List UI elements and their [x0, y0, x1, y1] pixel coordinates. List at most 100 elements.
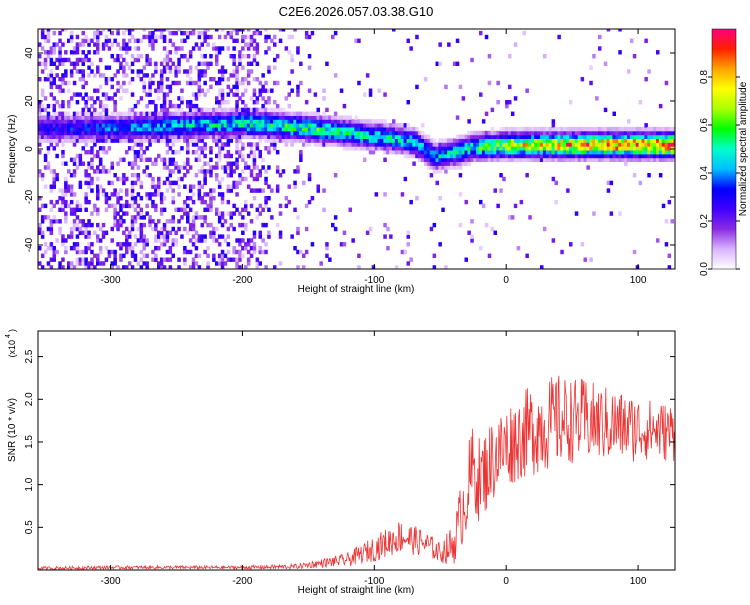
heatmap-cell: [177, 257, 181, 262]
heatmap-cell: [104, 257, 109, 262]
heatmap-cell: [540, 142, 544, 147]
heatmap-cell: [545, 146, 550, 151]
heatmap-cell: [142, 234, 146, 239]
heatmap-cell: [151, 80, 155, 86]
heatmap-cell: [592, 146, 596, 151]
heatmap-cell: [72, 222, 77, 228]
heatmap-cell: [249, 142, 254, 147]
heatmap-cell: [241, 215, 245, 220]
heatmap-cell: [223, 169, 228, 174]
heatmap-cell: [168, 88, 173, 93]
heatmap-cell: [206, 119, 210, 124]
heatmap-cell: [191, 107, 196, 113]
heatmap-cell: [113, 134, 117, 139]
heatmap-cell: [165, 134, 170, 139]
heatmap-cell: [98, 119, 103, 124]
heatmap-cell: [171, 253, 175, 258]
heatmap-cell: [516, 134, 521, 139]
heatmap-cell: [148, 173, 152, 178]
heatmap-cell: [371, 134, 376, 139]
heatmap-cell: [229, 188, 233, 193]
heatmap-cell: [363, 157, 367, 162]
heatmap-cell: [125, 126, 129, 132]
heatmap-cell: [580, 150, 585, 155]
heatmap-cell: [635, 138, 640, 143]
heatmap-cell: [499, 142, 503, 147]
heatmap-cell: [641, 146, 645, 151]
heatmap-cell: [612, 142, 616, 147]
heatmap-cell: [226, 153, 231, 159]
heatmap-cell: [551, 130, 556, 136]
heatmap-cell: [223, 261, 228, 266]
heatmap-cell: [98, 238, 103, 243]
heatmap-cell: [397, 138, 402, 143]
heatmap-cell: [188, 65, 193, 70]
heatmap-cell: [75, 57, 80, 63]
heatmap-cell: [203, 30, 207, 36]
heatmap-cell: [400, 192, 405, 197]
heatmap-cell: [464, 138, 468, 143]
heatmap-cell: [43, 242, 48, 247]
heatmap-cell: [235, 161, 239, 166]
heatmap-cell: [171, 130, 175, 136]
heatmap-cell: [96, 169, 100, 174]
heatmap-cell: [235, 84, 239, 90]
heatmap-cell: [574, 134, 579, 139]
heatmap-cell: [148, 38, 152, 43]
heatmap-cell: [476, 134, 480, 139]
heatmap-cell: [188, 238, 193, 243]
heatmap-cell: [64, 115, 68, 120]
heatmap-cell: [81, 50, 85, 55]
heatmap-cell: [61, 134, 65, 139]
heatmap-cell: [93, 142, 97, 147]
heatmap-cell: [333, 126, 338, 132]
heatmap-cell: [409, 257, 413, 262]
heatmap-cell: [249, 119, 254, 124]
heatmap-cell: [618, 134, 622, 139]
heatmap-cell: [450, 138, 454, 143]
heatmap-cell: [171, 196, 175, 201]
heatmap-cell: [104, 126, 109, 132]
heatmap-cell: [299, 119, 303, 124]
heatmap-cell: [203, 34, 207, 40]
heatmap-cell: [78, 157, 83, 162]
heatmap-cell: [316, 119, 320, 124]
heatmap-cell: [296, 249, 300, 255]
heatmap-cell: [215, 100, 219, 105]
heatmap-cell: [389, 126, 393, 132]
heatmap-cell: [142, 119, 146, 124]
heatmap-cell: [168, 173, 173, 178]
heatmap-cell: [151, 203, 155, 209]
heatmap-cell: [542, 150, 547, 155]
heatmap-cell: [122, 73, 126, 78]
heatmap-cell: [336, 126, 341, 132]
heatmap-cell: [139, 215, 144, 220]
heatmap-cell: [302, 265, 306, 269]
heatmap-cell: [125, 73, 129, 78]
heatmap-cell: [238, 134, 242, 139]
heatmap-cell: [368, 150, 373, 155]
heatmap-cell: [325, 246, 329, 251]
heatmap-cell: [127, 115, 132, 120]
heatmap-cell: [629, 134, 634, 139]
heatmap-cell: [61, 153, 65, 159]
heatmap-cell: [528, 134, 532, 139]
heatmap-cell: [423, 161, 428, 166]
heatmap-cell: [61, 111, 65, 116]
heatmap-cell: [197, 73, 202, 78]
heatmap-cell: [122, 130, 126, 136]
heatmap-cell: [104, 34, 109, 40]
heatmap-cell: [154, 226, 158, 232]
heatmap-cell: [406, 134, 410, 139]
heatmap-cell: [363, 130, 367, 136]
heatmap-cell: [78, 153, 83, 159]
heatmap-cell: [670, 219, 674, 224]
heatmap-cell: [127, 30, 132, 36]
heatmap-cell: [104, 138, 109, 143]
heatmap-cell: [499, 130, 503, 136]
heatmap-cell: [226, 134, 231, 139]
heatmap-cell: [96, 184, 100, 189]
heatmap-cell: [255, 142, 260, 147]
heatmap-cell: [647, 146, 651, 151]
heatmap-cell: [165, 219, 170, 224]
